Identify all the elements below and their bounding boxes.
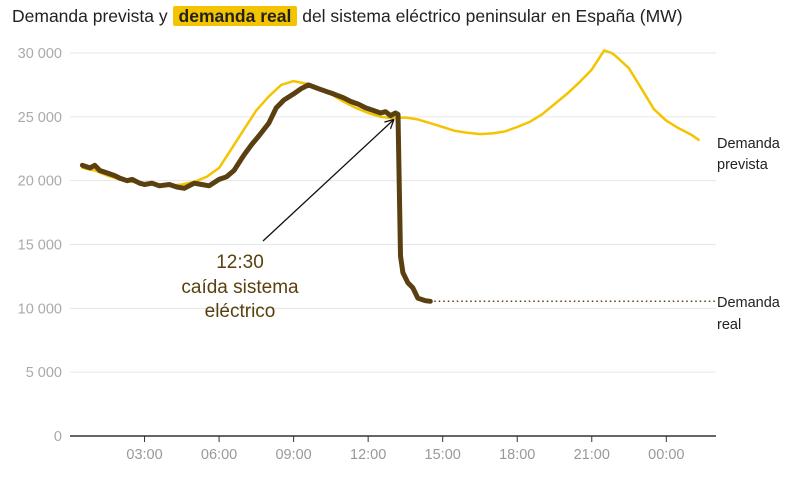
y-tick-label-5000: 5 000 (26, 365, 62, 381)
annotation-line-3: eléctrico (205, 301, 276, 322)
series-label-1-line-1: Demanda (717, 136, 781, 152)
series-label-2-line-2: real (717, 317, 741, 333)
annotation-line-1: 12:30 (216, 252, 264, 273)
title-part-2: del sistema eléctrico peninsular en Espa… (302, 6, 683, 26)
x-tick-label-6: 06:00 (201, 447, 237, 463)
annotation-arrow-head (384, 118, 395, 130)
x-tick-label-18: 18:00 (499, 447, 535, 463)
x-tick-label-15: 15:00 (425, 447, 461, 463)
chart-title: Demanda prevista y demanda real del sist… (12, 6, 683, 27)
title-highlight: demanda real (172, 6, 298, 26)
series-line-1 (81, 49, 700, 188)
x-tick-label-21: 21:00 (574, 447, 610, 463)
series-label-1-line-2: prevista (717, 157, 769, 173)
y-tick-label-10000: 10 000 (18, 301, 62, 317)
annotation-arrow-line (262, 118, 395, 242)
y-tick-label-15000: 15 000 (18, 238, 62, 254)
x-tick-label-24: 00:00 (648, 447, 684, 463)
y-tick-label-25000: 25 000 (18, 110, 62, 126)
y-tick-label-20000: 20 000 (18, 174, 62, 190)
series-label-2-line-1: Demanda (717, 295, 781, 311)
title-part-1: Demanda prevista y (12, 6, 168, 26)
annotation-line-2: caída sistema (181, 277, 299, 298)
series-line-2 (79, 82, 433, 304)
x-tick-label-3: 03:00 (126, 447, 162, 463)
x-tick-label-12: 12:00 (350, 447, 386, 463)
y-tick-label-0: 0 (54, 429, 62, 445)
x-tick-label-9: 09:00 (275, 447, 311, 463)
y-tick-label-30000: 30 000 (18, 46, 62, 62)
